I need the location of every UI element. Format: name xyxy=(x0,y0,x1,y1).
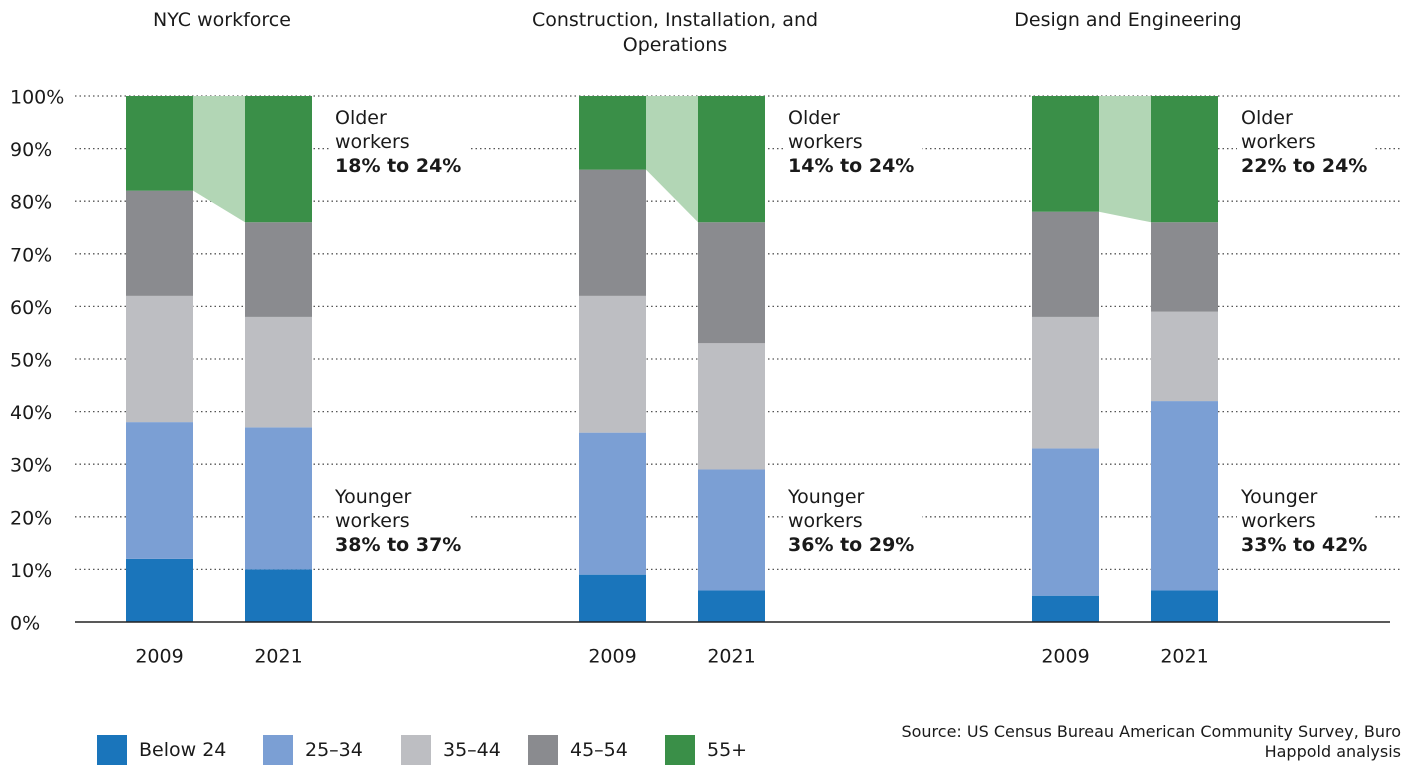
source-note: Source: US Census Bureau American Commun… xyxy=(901,722,1401,761)
legend-label: 45–54 xyxy=(570,739,628,761)
legend-swatch xyxy=(401,735,431,765)
annotation-label: Younger workers xyxy=(788,486,865,532)
annotation: Older workers 18% to 24% xyxy=(331,106,469,178)
legend-item: Below 24 xyxy=(97,735,226,765)
legend-label: 35–44 xyxy=(443,739,501,761)
y-tick-label: 30% xyxy=(10,455,52,477)
annotation-label: Younger workers xyxy=(335,486,412,532)
legend-swatch xyxy=(665,735,695,765)
bar-segment xyxy=(579,96,646,170)
y-tick-label: 100% xyxy=(10,87,64,109)
annotation-value: 18% to 24% xyxy=(335,155,462,177)
legend-swatch xyxy=(263,735,293,765)
group-title: NYC workforce xyxy=(153,9,291,31)
bar-segment xyxy=(698,96,765,223)
bar-segment xyxy=(126,295,193,423)
legend-item: 35–44 xyxy=(401,735,501,765)
bar-segment xyxy=(579,295,646,433)
annotation: Younger workers 38% to 37% xyxy=(331,485,469,557)
annotation-value: 36% to 29% xyxy=(788,534,915,556)
bar-segment xyxy=(1032,211,1099,317)
annotation: Older workers 14% to 24% xyxy=(784,106,922,178)
bar-segment xyxy=(698,222,765,344)
legend-label: 25–34 xyxy=(305,739,363,761)
annotation-label: Older workers xyxy=(1241,107,1316,153)
annotation-label: Younger workers xyxy=(1241,486,1318,532)
y-tick-label: 20% xyxy=(10,507,52,529)
bar-segment xyxy=(245,96,312,223)
bar-segment xyxy=(1151,590,1218,622)
y-tick-label: 90% xyxy=(10,139,52,161)
annotation-value: 33% to 42% xyxy=(1241,534,1368,556)
x-tick-label: 2009 xyxy=(588,646,636,668)
change-band xyxy=(193,96,245,223)
bar-segment xyxy=(698,343,765,470)
legend-item: 45–54 xyxy=(528,735,628,765)
y-tick-label: 70% xyxy=(10,244,52,266)
x-tick-label: 2021 xyxy=(707,646,755,668)
annotation: Younger workers 33% to 42% xyxy=(1237,485,1375,557)
bar-segment xyxy=(579,574,646,622)
y-tick-label: 80% xyxy=(10,192,52,214)
bar-segment xyxy=(1151,401,1218,591)
y-tick-label: 50% xyxy=(10,350,52,372)
legend-swatch xyxy=(528,735,558,765)
bar-segment xyxy=(1151,222,1218,312)
bar-segment xyxy=(1151,96,1218,223)
bar-segment xyxy=(126,190,193,296)
bar-segment xyxy=(1032,316,1099,449)
annotation-label: Older workers xyxy=(335,107,410,153)
annotation: Older workers 22% to 24% xyxy=(1237,106,1375,178)
annotation-value: 14% to 24% xyxy=(788,155,915,177)
legend-label: 55+ xyxy=(707,739,748,761)
bar-segment xyxy=(245,222,312,317)
bar-segment xyxy=(698,469,765,591)
legend-item: 55+ xyxy=(665,735,747,765)
bar-segment xyxy=(1151,311,1218,402)
x-tick-label: 2021 xyxy=(1160,646,1208,668)
annotation-value: 22% to 24% xyxy=(1241,155,1368,177)
x-tick-label: 2009 xyxy=(135,646,183,668)
bar-segment xyxy=(1032,595,1099,622)
bar-segment xyxy=(126,96,193,191)
bar-segment xyxy=(579,169,646,296)
annotation-label: Older workers xyxy=(788,107,863,153)
y-tick-label: 40% xyxy=(10,402,52,424)
group-title: Design and Engineering xyxy=(1014,9,1242,31)
bar-segment xyxy=(245,569,312,622)
group-title: Construction, Installation, and Operatio… xyxy=(531,9,819,56)
y-tick-label: 60% xyxy=(10,297,52,319)
change-band xyxy=(1099,96,1151,223)
legend-item: 25–34 xyxy=(263,735,363,765)
y-tick-label: 10% xyxy=(10,560,52,582)
bar-segment xyxy=(1032,448,1099,596)
bar-segment xyxy=(1032,96,1099,212)
x-tick-label: 2009 xyxy=(1041,646,1089,668)
bar-segment xyxy=(245,427,312,570)
bar-segment xyxy=(126,558,193,622)
annotation: Younger workers 36% to 29% xyxy=(784,485,922,557)
bar-segment xyxy=(126,422,193,559)
legend-swatch xyxy=(97,735,127,765)
x-tick-label: 2021 xyxy=(254,646,302,668)
legend-label: Below 24 xyxy=(139,739,227,761)
y-tick-label: 0% xyxy=(10,613,40,635)
bar-segment xyxy=(579,432,646,575)
annotation-value: 38% to 37% xyxy=(335,534,462,556)
change-band xyxy=(646,96,698,223)
bar-segment xyxy=(698,590,765,622)
bar-segment xyxy=(245,316,312,428)
